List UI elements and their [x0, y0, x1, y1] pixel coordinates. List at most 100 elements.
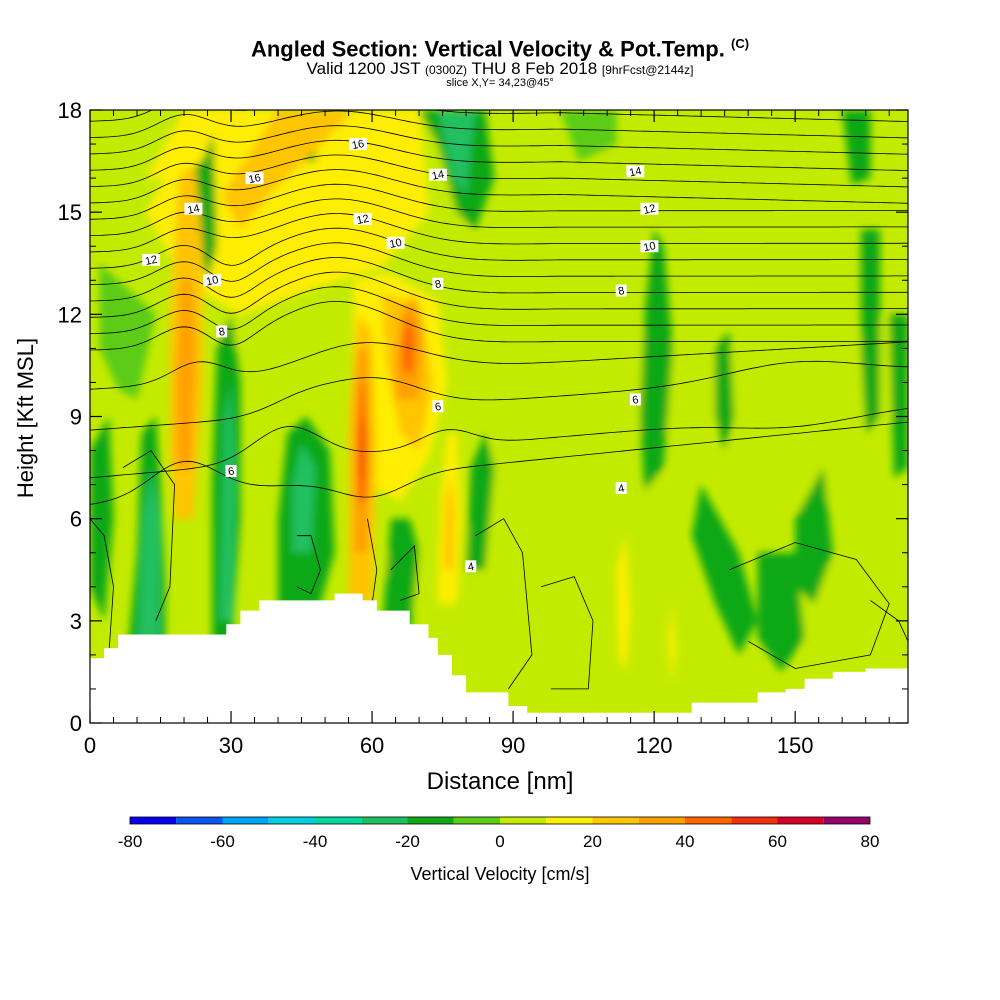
theta-label-text: 16 — [248, 172, 262, 186]
colorbar-swatch — [361, 817, 408, 824]
colorbar-swatch — [315, 817, 362, 824]
velocity-region — [748, 110, 805, 196]
colorbar-title: Vertical Velocity [cm/s] — [410, 864, 590, 884]
theta-contour — [90, 360, 908, 431]
theta-contour — [90, 227, 908, 269]
valid-utc: (0300Z) — [425, 63, 468, 77]
colorbar-tick-label: 80 — [861, 832, 880, 851]
theta-contour — [90, 183, 908, 220]
theta-label-bg — [353, 212, 372, 225]
velocity-region — [889, 110, 908, 281]
theta-contour — [90, 408, 908, 479]
theta-label-bg — [225, 464, 237, 477]
theta-contour — [90, 110, 908, 139]
colorbar-swatch — [130, 817, 177, 824]
theta-label-bg — [348, 138, 367, 151]
theta-contour — [90, 257, 908, 302]
theta-label-text: 10 — [205, 274, 219, 288]
terrain — [90, 593, 908, 723]
theta-label-bg — [142, 253, 161, 266]
theta-label-bg — [640, 202, 659, 215]
theta-label-bg — [245, 172, 264, 185]
colorbar-swatch — [222, 817, 269, 824]
valid-date: THU 8 Feb 2018 — [471, 59, 598, 78]
x-tick-label: 0 — [84, 733, 96, 758]
colorbar-swatch — [777, 817, 824, 824]
theta-label-bg — [626, 165, 645, 178]
velocity-region — [219, 382, 236, 621]
colorbar-tick-label: 0 — [495, 832, 504, 851]
forecast-info: [9hrFcst@2144z] — [601, 63, 694, 77]
theta-label: 10 — [386, 237, 405, 251]
colorbar-tick-label: -60 — [210, 832, 235, 851]
theta-label: 6 — [225, 464, 237, 478]
y-tick-label: 0 — [70, 711, 82, 736]
valid-time-line: Valid 1200 JST (0300Z) THU 8 Feb 2018 [9… — [0, 60, 1000, 79]
velocity-region — [221, 110, 354, 230]
slice-info: slice X,Y= 34,23@45° — [446, 77, 554, 89]
theta-labels: 16 16 14 14 14 12 12 12 10 10 10 8 8 8 6 6 6 4 4 — [142, 138, 659, 574]
theta-contour — [90, 169, 908, 204]
velocity-region — [437, 110, 476, 196]
colorbar-swatch — [685, 817, 732, 824]
theta-contour — [122, 450, 176, 621]
theta-label: 8 — [432, 277, 444, 291]
velocity-region — [484, 416, 542, 689]
theta-label-bg — [615, 284, 627, 297]
velocity-region — [541, 484, 598, 587]
theta-label: 14 — [626, 165, 645, 179]
theta-label-text: 8 — [218, 326, 226, 339]
theta-contour — [90, 154, 908, 188]
theta-label: 6 — [629, 393, 641, 407]
theta-label: 8 — [615, 284, 627, 298]
theta-label-text: 10 — [389, 237, 403, 251]
theta-label-text: 6 — [227, 465, 235, 478]
colorbar-tick-label: -80 — [118, 832, 143, 851]
velocity-region — [795, 518, 908, 672]
colorbar-tick-label: 40 — [676, 832, 695, 851]
velocity-region — [701, 314, 899, 434]
theta-label: 10 — [640, 240, 659, 254]
velocity-region — [402, 314, 415, 373]
y-tick-label: 12 — [58, 302, 82, 327]
axes: 0 30 60 90 120 150 0 3 6 9 12 15 18 — [58, 98, 908, 758]
velocity-region — [842, 110, 871, 185]
theta-contour — [90, 271, 908, 318]
theta-label-bg — [465, 560, 477, 573]
colorbar-tick-label: -20 — [395, 832, 420, 851]
velocity-region — [795, 467, 833, 604]
theta-label-bg — [203, 274, 222, 287]
theta-label-text: 14 — [186, 203, 200, 217]
theta-label-bg — [640, 240, 659, 253]
theta-label: 6 — [432, 400, 444, 414]
theta-label-text: 16 — [351, 138, 365, 152]
theta-label: 16 — [245, 172, 264, 186]
theta-contour — [90, 139, 908, 171]
velocity-region — [381, 518, 420, 638]
colorbar-swatch — [546, 817, 593, 824]
theta-contour — [90, 198, 908, 236]
chart-title: Angled Section: Vertical Velocity & Pot.… — [0, 36, 1000, 62]
velocity-field — [90, 110, 908, 723]
theta-contour — [296, 535, 321, 595]
theta-label-text: 8 — [617, 285, 625, 298]
theta-contour — [90, 301, 908, 351]
colorbar-tick-label: -40 — [303, 832, 328, 851]
theta-label-text: 6 — [434, 401, 442, 414]
colorbar-swatch — [731, 817, 778, 824]
theta-label-text: 6 — [631, 394, 639, 407]
chart-title-text: Angled Section: Vertical Velocity & Pot.… — [250, 36, 725, 62]
chart-title-units: (C) — [731, 36, 750, 51]
theta-label: 14 — [428, 169, 447, 183]
theta-label-text: 10 — [642, 240, 656, 254]
velocity-region — [861, 229, 880, 434]
theta-label: 12 — [142, 253, 161, 268]
y-tick-label: 3 — [70, 609, 82, 634]
theta-label-text: 14 — [431, 169, 445, 183]
theta-contour — [90, 82, 908, 106]
x-tick-label: 30 — [219, 733, 243, 758]
x-tick-label: 60 — [360, 733, 384, 758]
velocity-region — [889, 314, 908, 478]
velocity-region — [137, 467, 161, 655]
colorbar: -80 -60 -40 -20 0 20 40 60 80 — [118, 816, 880, 851]
